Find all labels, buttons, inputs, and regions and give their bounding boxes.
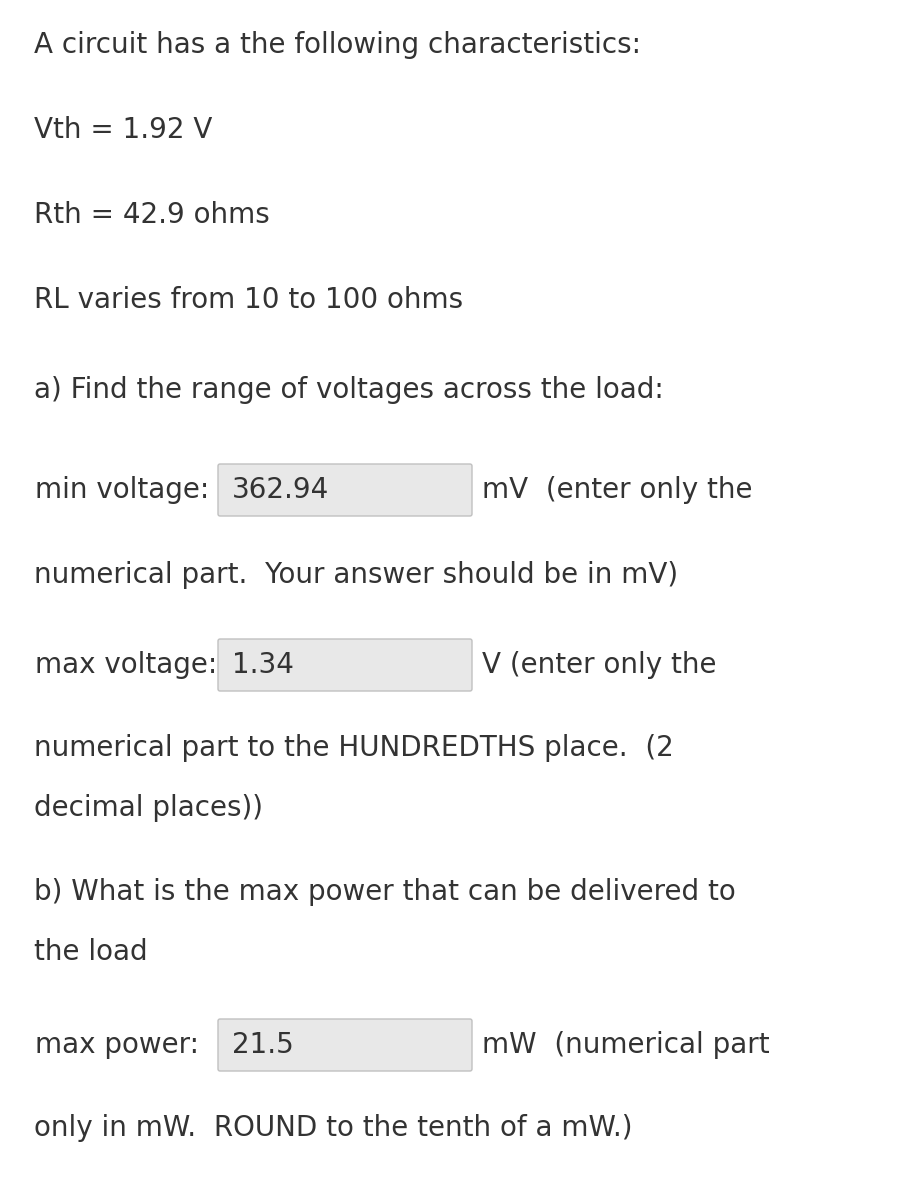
Text: b) What is the max power that can be delivered to: b) What is the max power that can be del… [34,878,736,906]
Text: mW  (numerical part: mW (numerical part [482,1031,770,1058]
Text: 362.94: 362.94 [232,476,329,504]
Text: 1.34: 1.34 [232,650,294,679]
Text: A circuit has a the following characteristics:: A circuit has a the following characteri… [34,31,641,59]
Text: only in mW.  ROUND to the tenth of a mW.): only in mW. ROUND to the tenth of a mW.) [34,1114,633,1142]
Text: the load: the load [34,938,148,966]
Text: max voltage:: max voltage: [35,650,218,679]
FancyBboxPatch shape [218,638,472,691]
Text: numerical part to the HUNDREDTHS place.  (2: numerical part to the HUNDREDTHS place. … [34,734,674,762]
Text: Rth = 42.9 ohms: Rth = 42.9 ohms [34,200,270,229]
FancyBboxPatch shape [218,1019,472,1070]
Text: mV  (enter only the: mV (enter only the [482,476,753,504]
Text: V (enter only the: V (enter only the [482,650,717,679]
Text: numerical part.  Your answer should be in mV): numerical part. Your answer should be in… [34,560,678,589]
Text: RL varies from 10 to 100 ohms: RL varies from 10 to 100 ohms [34,286,463,314]
Text: Vth = 1.92 V: Vth = 1.92 V [34,116,213,144]
Text: max power:: max power: [35,1031,199,1058]
Text: min voltage:: min voltage: [35,476,210,504]
FancyBboxPatch shape [218,464,472,516]
Text: decimal places)): decimal places)) [34,794,263,822]
Text: 21.5: 21.5 [232,1031,294,1058]
Text: a) Find the range of voltages across the load:: a) Find the range of voltages across the… [34,376,664,404]
